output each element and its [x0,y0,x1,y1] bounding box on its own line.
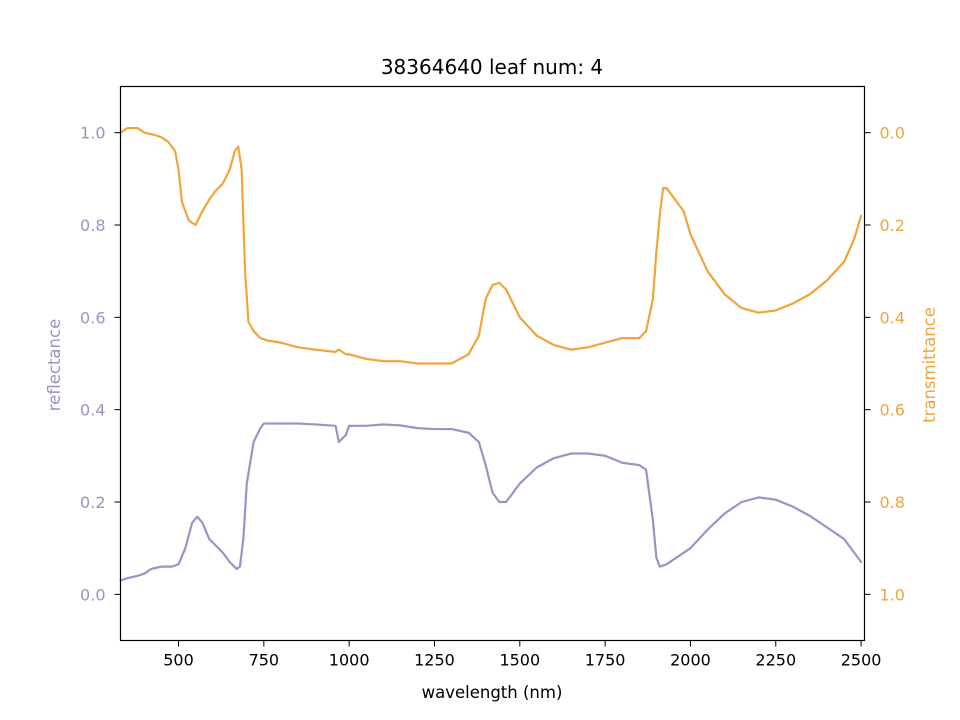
x-tick-label: 1750 [585,651,626,670]
y-left-tick-label: 0.2 [80,493,105,512]
y-left-axis-ticks: 0.0 0.2 0.4 0.6 0.8 1.0 [80,124,121,604]
x-tick-label: 750 [249,651,280,670]
x-tick-label: 1000 [329,651,370,670]
y-right-tick-label: 0.6 [880,401,905,420]
y-left-axis-label: reflectance [45,319,64,411]
transmittance-series-line [119,126,863,365]
x-tick-label: 1250 [414,651,455,670]
x-axis-label: wavelength (nm) [422,683,563,702]
y-left-tick-label: 1.0 [80,124,105,143]
y-right-axis-ticks: 0.0 0.2 0.4 0.6 0.8 1.0 [864,124,905,604]
x-tick-label: 500 [163,651,194,670]
y-right-tick-label: 0.8 [880,493,905,512]
y-left-tick-label: 0.8 [80,216,105,235]
y-right-axis-label: transmittance [920,307,939,423]
y-left-tick-label: 0.6 [80,308,105,327]
reflectance-series-line [119,422,863,582]
y-right-tick-label: 1.0 [880,585,905,604]
x-tick-label: 2000 [670,651,711,670]
x-tick-label: 1500 [499,651,540,670]
x-axis-ticks: 500 750 1000 1250 1500 1750 2000 2250 2500 [163,640,882,670]
plot-lines [119,126,863,582]
y-right-tick-label: 0.0 [880,124,905,143]
x-tick-label: 2250 [755,651,796,670]
y-left-tick-label: 0.0 [80,585,105,604]
y-right-tick-label: 0.2 [880,216,905,235]
chart-title: 38364640 leaf num: 4 [381,55,603,79]
y-right-tick-label: 0.4 [880,308,905,327]
x-tick-label: 2500 [841,651,882,670]
axes-frame [119,85,866,642]
y-left-tick-label: 0.4 [80,401,105,420]
